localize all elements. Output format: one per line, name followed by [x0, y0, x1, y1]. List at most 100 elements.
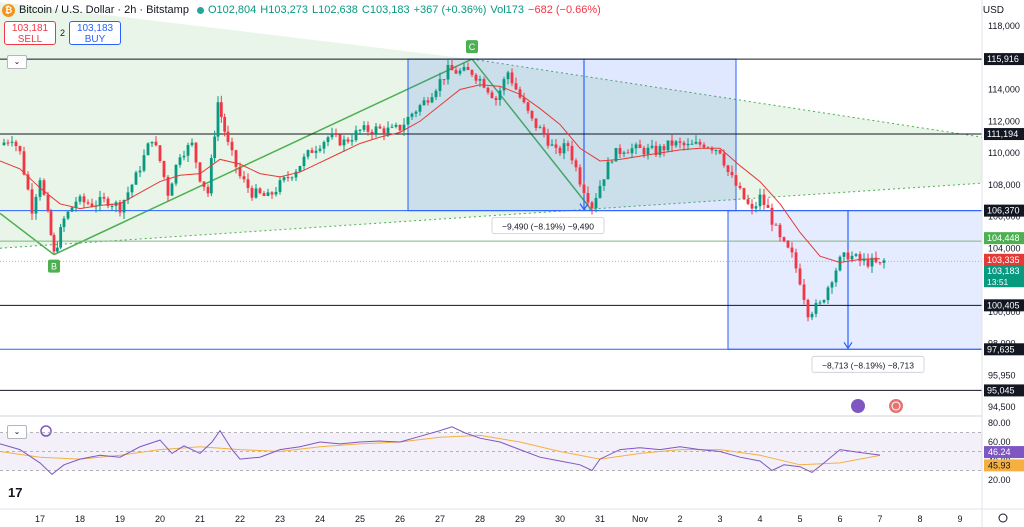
candle	[618, 144, 622, 158]
measure-label-2: −8,713 (−8.19%) −8,713	[822, 360, 914, 370]
candle-body	[754, 206, 758, 209]
time-tick-label: 21	[195, 514, 205, 524]
candle	[318, 145, 322, 153]
pattern-label-C-box	[466, 40, 478, 54]
candle-body	[226, 131, 230, 142]
candle-body	[162, 161, 166, 177]
candle-body	[250, 188, 254, 198]
candle-body	[842, 252, 846, 257]
candle	[654, 141, 658, 157]
collapse-rsi-button[interactable]: ⌄	[7, 425, 27, 439]
time-tick-label: 29	[515, 514, 525, 524]
symbol-title[interactable]: Bitcoin / U.S. Dollar · 2h · Bitstamp	[19, 4, 189, 16]
pattern-label-B: B	[51, 262, 57, 272]
candle-body	[846, 252, 850, 260]
candle	[438, 72, 442, 97]
candle	[626, 149, 630, 154]
candle-body	[22, 151, 26, 175]
candle	[670, 134, 674, 153]
candle-body	[674, 141, 678, 146]
time-tick-label: 19	[115, 514, 125, 524]
candle-body	[450, 64, 454, 71]
candle-body	[59, 227, 63, 248]
candle	[450, 58, 454, 71]
candle-body	[510, 72, 514, 84]
candle-body	[310, 150, 314, 153]
candle-body	[190, 142, 194, 146]
candle-body	[10, 141, 14, 143]
candle	[290, 176, 294, 181]
candle-body	[266, 192, 270, 196]
candle	[510, 68, 514, 87]
collapse-legend-button[interactable]: ⌄	[7, 55, 27, 69]
candle	[410, 112, 414, 121]
price-tick-label: 108,000	[988, 180, 1021, 190]
measure-label-box-1	[491, 217, 605, 235]
candle	[774, 222, 778, 226]
candle	[798, 263, 802, 286]
candle-body	[354, 130, 358, 141]
candle-body	[686, 143, 690, 146]
time-tick-label: 31	[595, 514, 605, 524]
candle	[223, 113, 227, 137]
candle-body	[494, 98, 498, 100]
candle	[754, 201, 758, 213]
rsi-value-tag: 46.24	[988, 447, 1011, 457]
candle-body	[690, 143, 694, 145]
candle	[59, 223, 63, 250]
price-tag-2: 103,183	[987, 266, 1020, 276]
level-tag-4: 97,635	[987, 344, 1015, 354]
candle	[266, 188, 270, 197]
candle	[90, 198, 94, 208]
candle-body	[216, 102, 220, 137]
triangle-lower-line	[0, 182, 983, 249]
candle	[762, 188, 766, 210]
candle	[190, 138, 194, 147]
candle	[374, 122, 378, 138]
candle	[46, 191, 50, 213]
candle-body	[98, 197, 102, 206]
candle	[826, 285, 830, 304]
candle-body	[662, 146, 666, 151]
candle-body	[698, 141, 702, 145]
candle-body	[770, 207, 774, 225]
rsi-settings-icon	[40, 425, 52, 437]
candle	[646, 143, 650, 160]
level-tag-5: 95,045	[987, 385, 1015, 395]
spread-value: 2	[60, 28, 66, 38]
chart-header: ₿ Bitcoin / U.S. Dollar · 2h · Bitstamp …	[0, 0, 601, 20]
candle	[882, 258, 886, 269]
candle	[770, 203, 774, 232]
sell-button[interactable]: 103,181 SELL	[4, 21, 56, 45]
candle	[398, 124, 402, 133]
level-tag-bg-3	[984, 299, 1024, 312]
buy-button[interactable]: 103,183 BUY	[69, 21, 122, 45]
candle-body	[526, 102, 530, 111]
candle	[306, 149, 310, 160]
candle-body	[582, 184, 586, 194]
candle-body	[578, 167, 582, 185]
candle-body	[602, 179, 606, 186]
candle	[802, 279, 806, 305]
candle	[682, 140, 686, 151]
candle	[650, 139, 654, 150]
rsi-tick-label: 20.00	[988, 475, 1011, 485]
candle-body	[682, 142, 686, 146]
candle	[610, 160, 614, 164]
time-tick-label: 24	[315, 514, 325, 524]
sell-label: SELL	[17, 34, 43, 45]
candle	[462, 63, 466, 72]
candle	[786, 240, 790, 249]
measure-label-box-2	[811, 355, 925, 373]
candle-body	[774, 224, 778, 226]
candle	[406, 113, 410, 125]
candle	[286, 171, 290, 182]
candle-body	[49, 211, 53, 236]
candle-body	[146, 143, 150, 156]
candle-body	[82, 196, 86, 203]
rsi-tick-label: 80.00	[988, 418, 1011, 428]
candle	[278, 176, 282, 195]
candle	[298, 165, 302, 173]
time-tick-label: 25	[355, 514, 365, 524]
